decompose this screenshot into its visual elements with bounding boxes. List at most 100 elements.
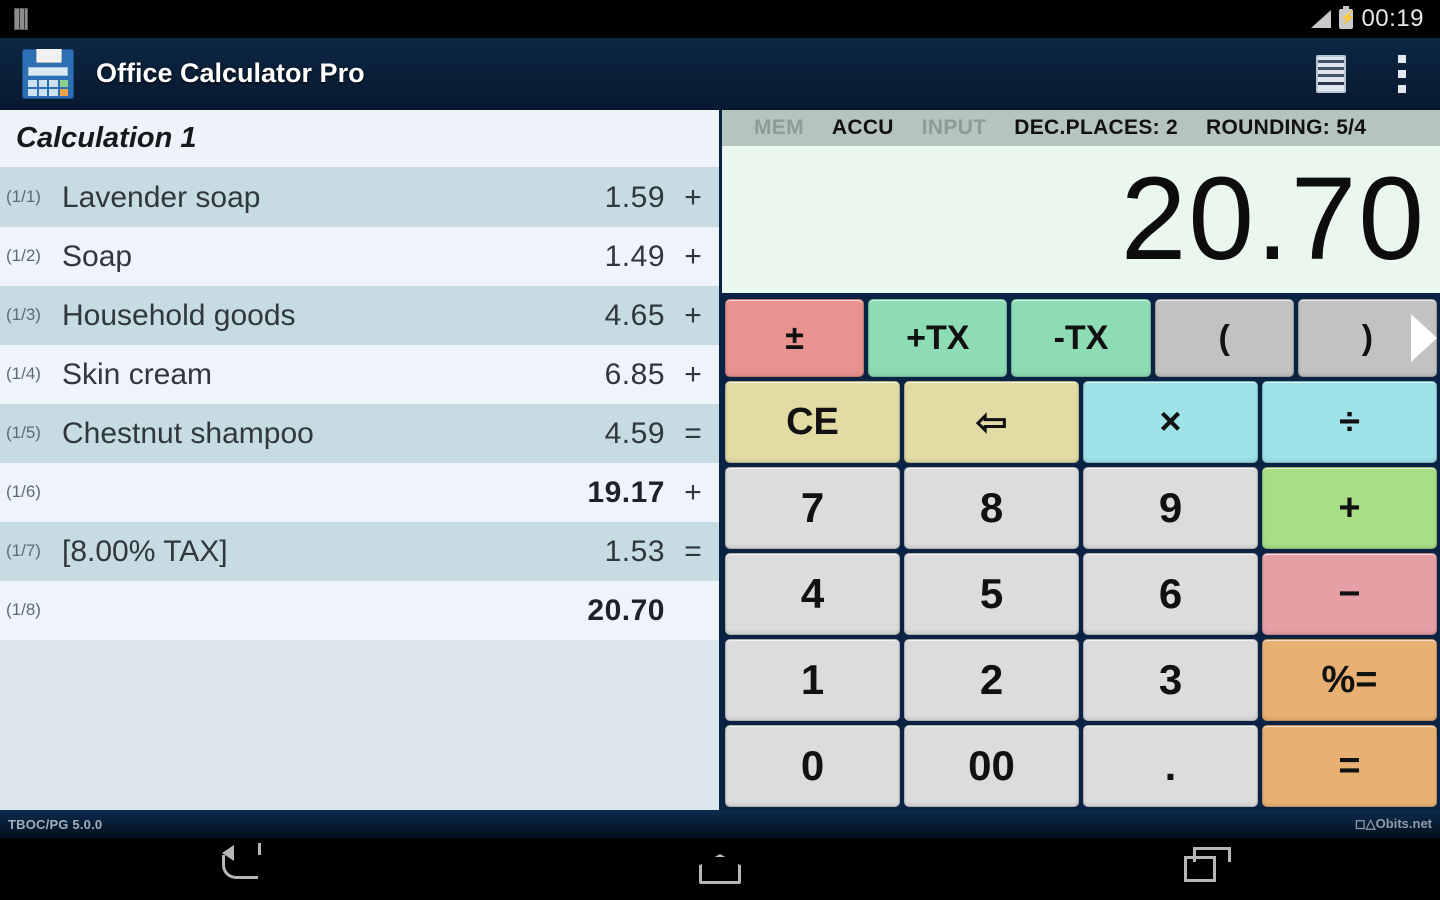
triangle-right-icon[interactable] <box>1411 314 1438 362</box>
key-clear-entry[interactable]: CE <box>725 381 900 463</box>
key-backspace[interactable]: ⇦ <box>904 381 1079 463</box>
key-5[interactable]: 5 <box>904 553 1079 635</box>
display-status-bar: MEM ACCU INPUT DEC.PLACES: 2 ROUNDING: 5… <box>722 110 1440 146</box>
key-paren-open[interactable]: ( <box>1154 299 1294 377</box>
status-rounding: ROUNDING: 5/4 <box>1206 116 1367 139</box>
key-decimal[interactable]: . <box>1083 725 1258 807</box>
tape-row[interactable]: (1/7) [8.00% TAX] 1.53 = <box>0 522 719 581</box>
nav-home-button[interactable] <box>660 845 780 893</box>
tape-row[interactable]: (1/4) Skin cream 6.85 + <box>0 345 719 404</box>
tape-row-value: 1.49 <box>604 239 665 273</box>
signal-icon <box>1311 10 1332 28</box>
status-bar-right: 00:19 <box>1311 5 1440 33</box>
key-plusminus[interactable]: ± <box>725 299 865 377</box>
tape-row-operator: + <box>684 239 702 273</box>
key-4[interactable]: 4 <box>725 553 900 635</box>
status-bar: 00:19 <box>0 0 1440 38</box>
app-icon-paper <box>36 48 62 63</box>
tape-row-value: 19.17 <box>587 475 665 509</box>
status-accu: ACCU <box>831 116 894 139</box>
tape-row-label: Skin cream <box>62 357 213 391</box>
nav-recents-button[interactable] <box>1140 845 1260 893</box>
calculator-display[interactable]: 20.70 <box>722 146 1440 296</box>
calculation-title-bar[interactable]: Calculation 1 <box>0 110 719 168</box>
status-dec-places: DEC.PLACES: 2 <box>1014 116 1179 139</box>
keypad-row: 0 00. = <box>725 725 1437 807</box>
status-clock: 00:19 <box>1361 5 1424 32</box>
tape-row[interactable]: (1/3) Household goods 4.65 + <box>0 286 719 345</box>
tape-list-icon[interactable] <box>1316 54 1346 93</box>
tape-row-label: Lavender soap <box>62 180 261 214</box>
tape-row[interactable]: (1/5) Chestnut shampoo 4.59 = <box>0 404 719 463</box>
app-icon-screen <box>28 66 68 76</box>
battery-charging-icon <box>1339 6 1354 29</box>
key-paren-close[interactable]: ) <box>1297 299 1438 377</box>
tape-row-index: (1/6) <box>6 481 41 501</box>
tape-row-index: (1/2) <box>6 245 41 265</box>
tape-row-value: 6.85 <box>604 357 665 391</box>
tape-row-operator: + <box>684 180 702 214</box>
tape-row-index: (1/8) <box>6 599 41 619</box>
android-nav-bar <box>0 838 1440 900</box>
keypad-row: 1 2 3 %= <box>725 639 1437 721</box>
content-area: Calculation 1 (1/1) Lavender soap 1.59 + (1/… <box>0 110 1440 810</box>
tape-row-operator: = <box>684 534 702 568</box>
keypad: ± +TX -TX() CE ⇦ × ÷ 7 8 9 +4 5 6−1 2 3 %= 0 00. = <box>722 296 1440 810</box>
tape-row[interactable]: (1/2) Soap 1.49 + <box>0 227 719 286</box>
key-6[interactable]: 6 <box>1083 553 1258 635</box>
key-sub-tax[interactable]: -TX <box>1011 299 1151 377</box>
status-input: INPUT <box>921 116 987 139</box>
calculation-tape-panel[interactable]: Calculation 1 (1/1) Lavender soap 1.59 + (1/… <box>0 110 722 810</box>
tape-row-operator: = <box>684 416 702 450</box>
tape-row-list: (1/1) Lavender soap 1.59 + (1/2) Soap 1.49 + (1/… <box>0 168 719 640</box>
key-multiply[interactable]: × <box>1083 381 1258 463</box>
key-8[interactable]: 8 <box>904 467 1079 549</box>
tape-row-value: 20.70 <box>587 593 665 627</box>
home-icon <box>699 854 741 884</box>
tape-row-index: (1/7) <box>6 540 41 560</box>
action-bar: Office Calculator Pro <box>0 38 1440 110</box>
tape-row[interactable]: (1/8) 20.70 <box>0 581 719 640</box>
key-00[interactable]: 00 <box>904 725 1079 807</box>
tape-row-index: (1/1) <box>6 186 41 206</box>
tape-row-value: 1.53 <box>604 534 665 568</box>
tape-row[interactable]: (1/6) 19.17 + <box>0 463 719 522</box>
key-2[interactable]: 2 <box>904 639 1079 721</box>
status-mem: MEM <box>754 116 804 139</box>
key-9[interactable]: 9 <box>1083 467 1258 549</box>
display-value: 20.70 <box>1120 153 1426 286</box>
key-7[interactable]: 7 <box>725 467 900 549</box>
tape-empty-area <box>0 640 719 810</box>
recents-icon <box>1184 847 1231 882</box>
back-icon <box>222 843 261 879</box>
key-1[interactable]: 1 <box>725 639 900 721</box>
key-3[interactable]: 3 <box>1083 639 1258 721</box>
key-divide[interactable]: ÷ <box>1262 381 1437 463</box>
tape-row[interactable]: (1/1) Lavender soap 1.59 + <box>0 168 719 227</box>
tray-icon <box>14 8 28 30</box>
key-percent-equals[interactable]: %= <box>1262 639 1437 721</box>
keypad-row: 4 5 6− <box>725 553 1437 635</box>
footer-watermark: ◻△Obits.net <box>1354 816 1432 831</box>
key-minus[interactable]: − <box>1262 553 1437 635</box>
page-title: Office Calculator Pro <box>96 58 365 88</box>
nav-back-button[interactable] <box>180 843 300 893</box>
tape-row-label: [8.00% TAX] <box>62 534 228 568</box>
keypad-row: ± +TX -TX() <box>725 299 1438 377</box>
calculation-title: Calculation 1 <box>16 122 197 154</box>
key-equals[interactable]: = <box>1262 725 1437 807</box>
key-add-tax[interactable]: +TX <box>868 299 1008 377</box>
tape-row-index: (1/5) <box>6 422 41 442</box>
tape-row-index: (1/4) <box>6 363 41 383</box>
key-0[interactable]: 0 <box>725 725 900 807</box>
tape-row-operator: + <box>684 357 702 391</box>
keypad-row: CE ⇦ × ÷ <box>725 381 1437 463</box>
overflow-menu-icon[interactable] <box>1398 54 1406 93</box>
key-plus[interactable]: + <box>1262 467 1437 549</box>
tape-row-label: Soap <box>62 239 133 273</box>
footer-bar: TBOC/PG 5.0.0 ◻△Obits.net <box>0 810 1440 838</box>
tape-row-operator: + <box>684 475 702 509</box>
tape-row-label: Chestnut shampoo <box>62 416 314 450</box>
tape-row-operator: + <box>684 298 702 332</box>
